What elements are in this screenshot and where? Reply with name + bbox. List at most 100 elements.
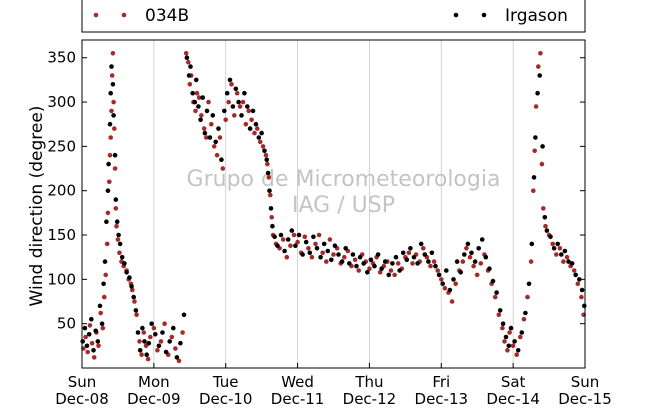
point-irgason (133, 308, 139, 313)
point-irgason (167, 339, 172, 344)
point-irgason (117, 241, 123, 247)
point-irgason (107, 121, 113, 127)
point-034b (196, 95, 202, 100)
point-irgason (149, 321, 154, 327)
point-irgason (303, 239, 309, 245)
point-034b (141, 330, 147, 335)
point-irgason (114, 219, 120, 224)
point-034b (89, 340, 95, 346)
point-034b (109, 73, 115, 78)
point-034b (554, 252, 559, 257)
point-034b (507, 330, 512, 335)
point-034b (91, 355, 97, 360)
point-irgason (537, 73, 542, 78)
point-034b (107, 179, 112, 185)
point-irgason (408, 246, 413, 251)
point-irgason (559, 252, 564, 257)
y-tick-label: 300 (47, 93, 76, 111)
point-irgason (137, 348, 143, 353)
point-034b (538, 51, 543, 56)
point-irgason (289, 228, 295, 233)
point-irgason (192, 99, 198, 105)
point-034b (199, 113, 204, 118)
point-034b (431, 259, 437, 264)
point-irgason (200, 95, 205, 100)
point-irgason (314, 246, 320, 251)
point-034b (98, 310, 103, 316)
point-irgason (562, 248, 568, 254)
point-irgason (458, 270, 464, 275)
point-034b (406, 250, 412, 256)
point-irgason (104, 219, 109, 224)
point-034b (96, 343, 101, 349)
point-034b (543, 223, 548, 229)
point-034b (514, 352, 519, 358)
x-tick-date-label: Dec-09 (127, 390, 181, 408)
point-034b (83, 334, 88, 340)
point-irgason (250, 108, 256, 114)
point-irgason (278, 232, 284, 238)
point-034b (229, 82, 234, 87)
x-tick-day-label: Mon (138, 373, 170, 391)
point-034b (439, 277, 444, 282)
point-034b (223, 117, 228, 123)
point-034b (139, 352, 144, 358)
point-034b (217, 135, 223, 140)
point-irgason (224, 90, 230, 96)
point-034b (392, 272, 397, 278)
point-irgason (210, 113, 216, 118)
point-034b (342, 254, 347, 260)
x-tick-day-label: Tue (212, 373, 239, 391)
point-034b (561, 259, 566, 264)
point-034b (266, 175, 272, 180)
point-irgason (375, 252, 381, 257)
point-irgason (544, 228, 550, 233)
point-irgason (93, 328, 98, 334)
point-irgason (196, 104, 201, 109)
point-034b (183, 51, 189, 56)
point-irgason (400, 250, 406, 256)
point-034b (180, 330, 185, 335)
point-irgason (418, 241, 424, 247)
point-irgason (163, 349, 169, 355)
point-irgason (531, 175, 537, 180)
point-irgason (270, 223, 275, 229)
x-tick-date-label: Dec-08 (55, 390, 109, 408)
point-034b (284, 254, 290, 260)
point-irgason (184, 55, 190, 60)
point-irgason (142, 339, 147, 344)
point-irgason (230, 104, 236, 109)
point-irgason (296, 232, 302, 238)
point-034b (460, 259, 466, 264)
point-034b (367, 266, 372, 272)
y-tick-label: 50 (57, 315, 76, 333)
point-irgason (101, 281, 106, 287)
point-034b (110, 51, 116, 56)
point-irgason (219, 157, 224, 162)
point-034b (500, 325, 505, 331)
point-irgason (512, 339, 517, 344)
point-irgason (569, 261, 575, 266)
point-irgason (99, 321, 105, 327)
point-irgason (113, 197, 119, 202)
point-irgason (236, 99, 241, 105)
y-tick-label: 150 (47, 226, 76, 244)
point-034b (502, 339, 507, 344)
point-034b (113, 206, 119, 211)
point-034b (115, 237, 121, 242)
point-irgason (156, 343, 162, 349)
point-034b (331, 252, 336, 257)
point-irgason (285, 237, 291, 242)
point-034b (201, 126, 207, 131)
point-irgason (204, 108, 210, 114)
point-irgason (109, 64, 114, 69)
point-034b (302, 234, 308, 240)
point-irgason (160, 330, 165, 335)
point-irgason (515, 348, 521, 353)
point-034b (478, 261, 484, 266)
point-irgason (227, 77, 233, 83)
point-irgason (339, 259, 345, 264)
point-034b (112, 126, 117, 131)
point-irgason (256, 135, 262, 140)
